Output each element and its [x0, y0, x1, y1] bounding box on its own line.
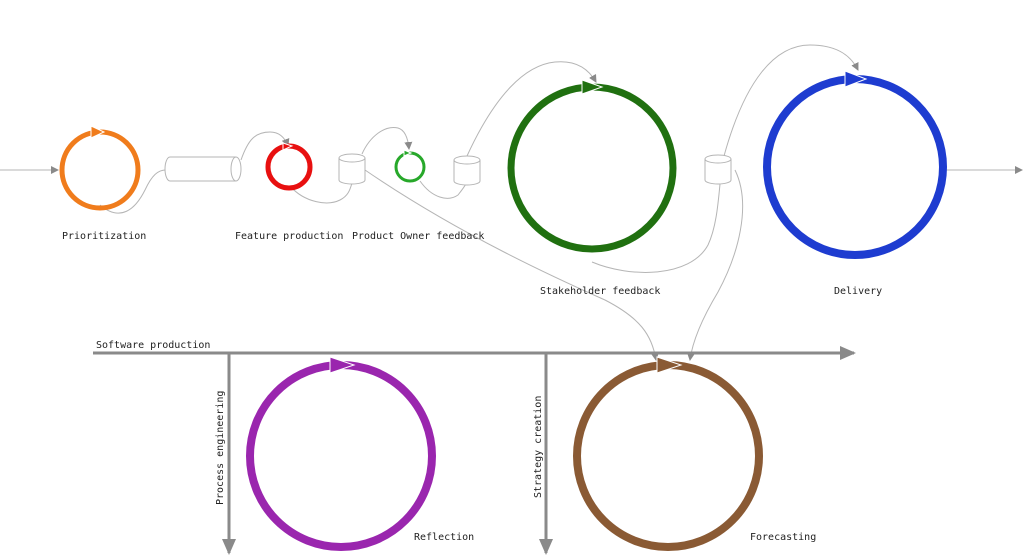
stakeholder-feedback-to-store — [591, 183, 721, 273]
store-cylinder-3 — [704, 154, 732, 185]
store-to-stakeholder-feedback — [466, 61, 597, 157]
store-to-delivery — [723, 44, 859, 157]
store-to-product-owner-feedback — [361, 127, 413, 155]
forecasting-label: Forecasting — [750, 532, 816, 543]
strategy-creation-axis: Strategy creation — [533, 353, 553, 555]
process-engineering-axis: Process engineering — [215, 353, 236, 555]
queue-cylinder — [164, 156, 242, 182]
product-owner-feedback-cycle — [394, 149, 426, 183]
feature-production-to-store — [289, 182, 353, 204]
feature-production-label: Feature production — [235, 231, 343, 242]
queue-to-feature-production — [240, 131, 290, 161]
flow-connectors — [0, 44, 1023, 361]
stakeholder-feedback-label: Stakeholder feedback — [540, 286, 660, 297]
prioritization-cycle — [59, 125, 141, 211]
feature-production-arrowhead — [282, 142, 294, 151]
store-cylinder-1 — [338, 153, 366, 185]
process-engineering-label: Process engineering — [215, 391, 226, 505]
stakeholder-feedback-ring — [507, 83, 677, 253]
feature-production-ring — [265, 143, 313, 191]
feature-production-cycle — [265, 142, 313, 191]
reflection-cycle — [246, 356, 436, 551]
product-owner-feedback-to-store — [419, 180, 468, 199]
prioritization-to-queue — [99, 169, 167, 214]
strategy-creation-label: Strategy creation — [533, 396, 544, 498]
prioritization-ring — [59, 129, 141, 211]
product-owner-feedback-arrowhead — [403, 149, 413, 157]
product-owner-feedback-label: Product Owner feedback — [352, 231, 484, 242]
prioritization-label: Prioritization — [62, 231, 146, 242]
forecasting-cycle — [573, 356, 763, 551]
store-to-forecasting — [364, 169, 659, 361]
stakeholder-feedback-cycle — [507, 79, 677, 253]
reflection-label: Reflection — [414, 532, 474, 543]
reflection-ring — [246, 361, 436, 551]
product-owner-feedback-ring — [394, 151, 426, 183]
software-production-axis: Software production — [93, 340, 856, 360]
forecasting-arrowhead — [656, 356, 683, 374]
store-cylinder-2 — [453, 155, 481, 186]
stakeholder-feedback-arrowhead — [581, 79, 604, 95]
delivery-cycle — [763, 70, 947, 259]
delivery-label: Delivery — [834, 286, 882, 297]
reflection-arrowhead — [329, 356, 356, 374]
delivery-arrowhead — [844, 70, 868, 88]
prioritization-arrowhead — [90, 125, 106, 139]
store-to-forecasting-2 — [686, 169, 744, 361]
forecasting-ring — [573, 361, 763, 551]
software-production-label: Software production — [96, 340, 210, 351]
delivery-ring — [763, 75, 947, 259]
